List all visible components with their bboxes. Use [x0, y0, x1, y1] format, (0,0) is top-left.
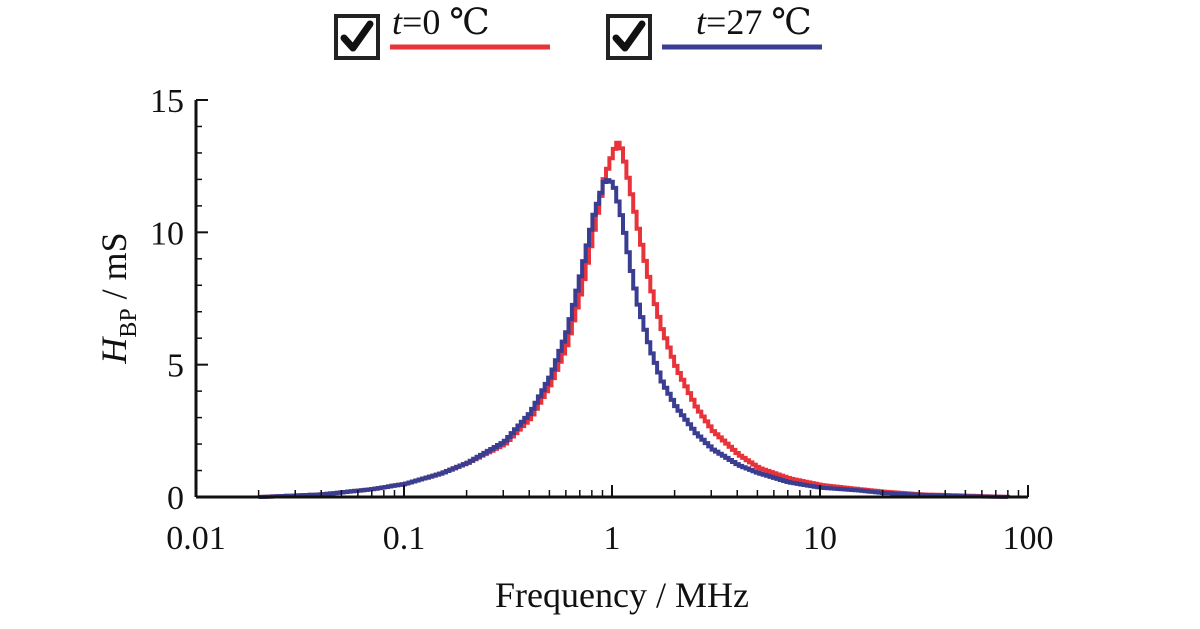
x-tick-label: 10: [803, 520, 837, 557]
x-tick-label: 1: [604, 520, 621, 557]
y-axis-title-main: H: [94, 336, 134, 365]
y-axis-title-unit: / mS: [94, 232, 134, 308]
legend-item-series-0[interactable]: t=0 ℃: [334, 2, 550, 60]
legend-label-1-value: =27 ℃: [706, 2, 812, 42]
series-line-0: [258, 140, 1010, 499]
legend-item-series-1[interactable]: t=27 ℃: [606, 2, 822, 60]
legend-label-0: t=0 ℃: [392, 2, 490, 42]
x-tick-label: 0.01: [166, 520, 226, 557]
legend-label-1-var: t: [696, 2, 707, 42]
legend: t=0 ℃ t=27 ℃: [334, 2, 822, 60]
y-tick-label: 10: [150, 215, 184, 252]
legend-label-0-value: =0 ℃: [402, 2, 490, 42]
y-axis-title-sub: BP: [116, 308, 142, 337]
y-tick-label: 5: [167, 348, 184, 385]
x-tick-label: 0.1: [383, 520, 426, 557]
y-tick-label: 15: [150, 83, 184, 120]
y-axis-title: HBP / mS: [94, 232, 142, 364]
legend-label-0-var: t: [392, 2, 403, 42]
series-line-1: [258, 178, 1010, 499]
y-tick-label: 0: [167, 480, 184, 517]
legend-label-1: t=27 ℃: [696, 2, 812, 42]
checkmark-icon: [340, 20, 374, 52]
x-tick-label: 100: [1003, 520, 1054, 557]
checkmark-icon: [612, 20, 646, 52]
x-axis-title: Frequency / MHz: [495, 575, 749, 615]
series-layer: [258, 140, 1010, 499]
ticks: 0.01 0.1 1 10 100 0 5 10 15: [150, 83, 1054, 557]
